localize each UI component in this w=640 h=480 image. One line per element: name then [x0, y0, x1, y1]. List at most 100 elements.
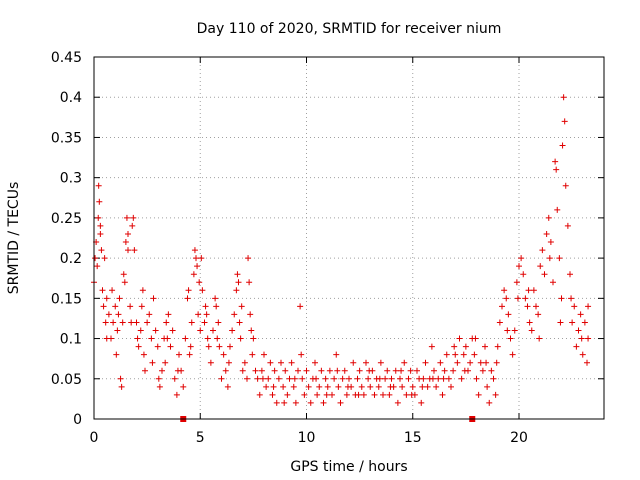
data-point: [244, 375, 250, 382]
data-point: [439, 391, 446, 398]
data-point: [552, 158, 559, 165]
data-point: [185, 287, 192, 294]
data-point: [295, 367, 301, 374]
data-point: [405, 375, 412, 382]
data-point: [118, 383, 125, 390]
data-point: [191, 247, 198, 254]
data-point: [164, 335, 171, 342]
data-point: [237, 335, 244, 342]
data-point: [460, 351, 467, 358]
data-point: [461, 367, 468, 374]
data-points: [91, 94, 592, 406]
data-point: [539, 247, 546, 254]
data-point: [409, 383, 416, 390]
data-point: [546, 255, 553, 262]
data-point: [127, 303, 134, 310]
data-point: [236, 319, 243, 326]
data-point: [198, 255, 205, 262]
x-axis-title: GPS time / hours: [290, 459, 407, 475]
data-point: [394, 399, 401, 406]
data-point: [152, 327, 159, 334]
data-point: [220, 351, 227, 358]
data-point: [573, 343, 580, 350]
data-point: [117, 375, 124, 382]
data-point: [186, 351, 193, 358]
data-point: [238, 303, 245, 310]
chart-title: Day 110 of 2020, SRMTID for receiver niu…: [197, 21, 502, 37]
data-point: [148, 335, 155, 342]
data-point: [513, 279, 520, 286]
data-point: [503, 295, 510, 302]
data-point: [174, 367, 181, 374]
data-point: [96, 198, 103, 205]
data-point: [553, 166, 560, 173]
data-point: [418, 399, 425, 406]
data-point: [131, 247, 138, 254]
data-point: [435, 375, 442, 382]
data-point: [337, 399, 344, 406]
data-point: [547, 239, 554, 246]
grid-lines: [94, 57, 604, 419]
data-point: [173, 391, 180, 398]
data-point: [113, 351, 120, 358]
data-point: [212, 295, 219, 302]
data-point: [525, 287, 532, 294]
data-point: [114, 327, 121, 334]
data-point: [298, 351, 305, 358]
data-point: [167, 343, 174, 350]
data-point: [477, 359, 484, 366]
data-point: [577, 311, 584, 318]
data-point: [511, 327, 518, 334]
data-point: [205, 343, 212, 350]
data-point: [408, 391, 415, 398]
data-point: [193, 255, 199, 262]
data-point: [125, 230, 131, 237]
data-point: [307, 399, 314, 406]
data-point: [292, 399, 299, 406]
data-point: [467, 359, 474, 366]
data-point: [159, 367, 165, 374]
data-point: [367, 383, 374, 390]
x-tick-label: 15: [404, 430, 422, 446]
data-point: [97, 230, 104, 237]
x-tick-label: 10: [298, 430, 316, 446]
data-point: [144, 319, 151, 326]
data-point: [99, 287, 106, 294]
data-point: [344, 383, 351, 390]
data-point: [561, 118, 568, 125]
y-tick-label: 0.1: [60, 332, 82, 348]
data-point: [214, 335, 221, 342]
x-tick-label: 5: [196, 430, 205, 446]
data-point: [331, 375, 338, 382]
data-point: [335, 383, 342, 390]
data-point: [199, 287, 206, 294]
data-point: [579, 351, 586, 358]
data-point: [550, 279, 556, 286]
data-point: [422, 359, 429, 366]
data-point: [146, 311, 153, 318]
data-point: [557, 319, 564, 326]
data-point: [520, 271, 527, 278]
data-point: [305, 383, 312, 390]
data-point: [92, 255, 99, 262]
data-point: [541, 271, 548, 278]
data-point: [448, 383, 454, 390]
y-tick-label: 0.05: [51, 372, 82, 388]
data-point: [190, 271, 197, 278]
data-point: [278, 359, 284, 366]
data-point: [301, 391, 308, 398]
data-point: [246, 279, 253, 286]
data-point: [365, 375, 372, 382]
data-point: [329, 391, 335, 398]
data-point: [101, 255, 108, 262]
data-point: [431, 367, 437, 374]
data-point: [263, 383, 270, 390]
data-point: [456, 335, 463, 342]
data-point: [380, 391, 386, 398]
data-point: [560, 94, 567, 101]
data-point: [569, 319, 576, 326]
data-point: [303, 367, 310, 374]
data-point: [265, 375, 272, 382]
data-point: [195, 311, 202, 318]
